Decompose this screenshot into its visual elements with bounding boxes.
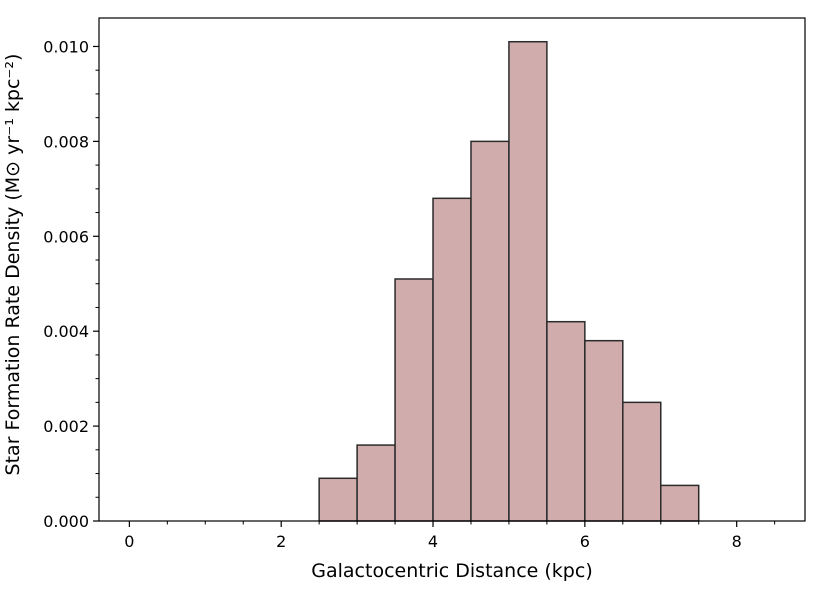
- y-tick-label: 0.002: [43, 417, 89, 436]
- histogram-bar: [356, 444, 396, 522]
- histogram-bar: [660, 484, 700, 522]
- histogram-bar: [432, 197, 472, 522]
- histogram-bar: [546, 320, 586, 522]
- y-tick-label: 0.000: [43, 512, 89, 531]
- x-tick-label: 2: [276, 532, 286, 551]
- ticks-group: 0 2 4 6 8 0.000 0.002 0.004 0.006 0.008 0.010: [43, 37, 776, 551]
- x-tick-label: 6: [580, 532, 590, 551]
- histogram-bar: [508, 40, 548, 522]
- histogram-bar: [584, 339, 624, 522]
- x-tick-label: 8: [732, 532, 742, 551]
- histogram-bar: [318, 477, 358, 522]
- y-tick-label: 0.004: [43, 322, 89, 341]
- bars-group: [318, 40, 700, 522]
- x-axis-label: Galactocentric Distance (kpc): [311, 560, 592, 582]
- histogram-bar: [470, 140, 510, 522]
- y-tick-label: 0.008: [43, 132, 89, 151]
- x-tick-label: 0: [124, 532, 134, 551]
- plot-frame: [98, 17, 806, 522]
- histogram-bar: [394, 278, 434, 522]
- histogram-bar: [622, 401, 662, 522]
- y-tick-label: 0.006: [43, 227, 89, 246]
- y-tick-label: 0.010: [43, 37, 89, 56]
- x-tick-label: 4: [428, 532, 438, 551]
- y-axis-label: Star Formation Rate Density (M⊙ yr⁻¹ kpc…: [2, 54, 24, 476]
